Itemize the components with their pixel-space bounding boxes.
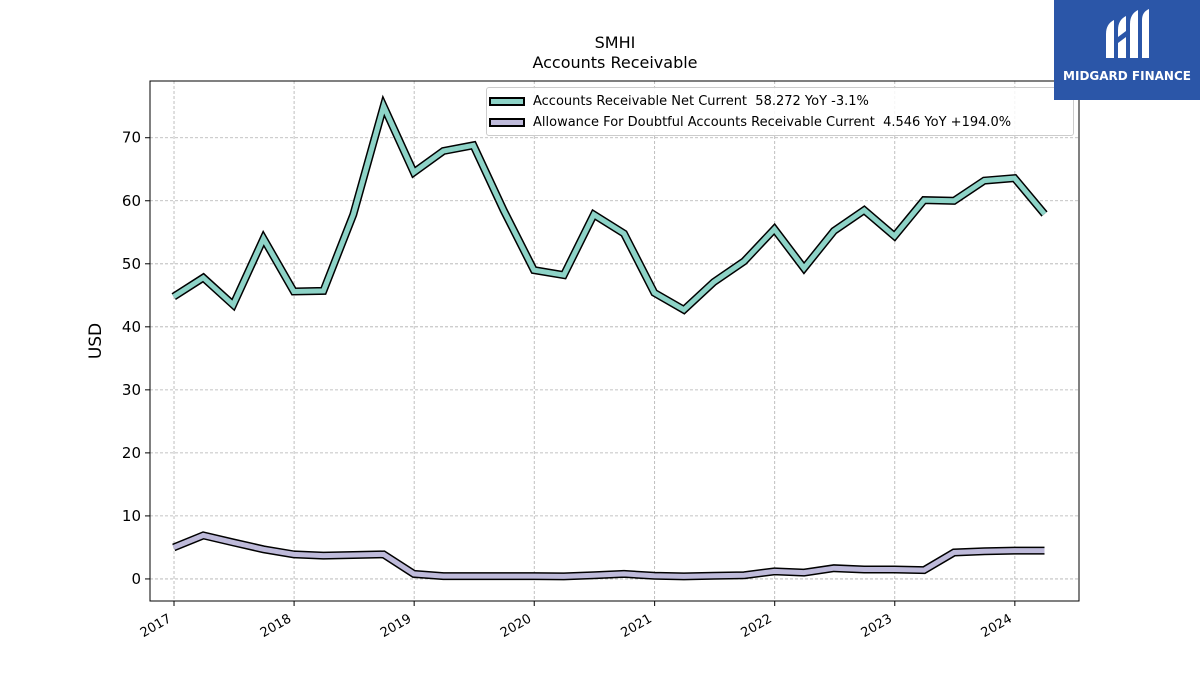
legend-item-net: Accounts Receivable Net Current 58.272 Y… — [487, 90, 869, 112]
y-tick-label: 50 — [122, 255, 141, 273]
y-tick-label: 0 — [131, 570, 141, 588]
chart-title: SMHI — [594, 33, 636, 52]
x-axis: 2017 2018 2019 2020 2021 2022 2023 2024 — [138, 601, 1016, 641]
y-tick-label: 40 — [122, 318, 141, 336]
plot-frame — [149, 80, 1080, 602]
legend-label-allowance: Allowance For Doubtful Accounts Receivab… — [533, 114, 1012, 130]
x-tick-label: 2022 — [739, 611, 775, 641]
grid-lines — [150, 81, 1079, 601]
brand-logo: MIDGARD FINANCE — [1054, 0, 1200, 100]
y-tick-label: 70 — [122, 129, 141, 147]
legend-swatch-net — [489, 96, 525, 106]
legend-swatch-allowance — [489, 117, 525, 127]
x-tick-label: 2019 — [378, 611, 414, 641]
x-tick-label: 2024 — [979, 611, 1015, 641]
legend-item-allowance: Allowance For Doubtful Accounts Receivab… — [487, 111, 1011, 133]
series-0-line — [172, 98, 1047, 313]
legend-label-net: Accounts Receivable Net Current 58.272 Y… — [533, 93, 869, 109]
y-tick-label: 20 — [122, 444, 141, 462]
series-1-line — [172, 532, 1045, 579]
x-tick-label: 2023 — [859, 611, 895, 641]
y-tick-label: 10 — [122, 507, 141, 525]
x-tick-label: 2020 — [498, 611, 534, 641]
y-axis-label: USD — [86, 323, 106, 359]
x-tick-label: 2017 — [138, 611, 174, 641]
midgard-logo-icon — [1106, 9, 1149, 58]
y-tick-label: 30 — [122, 381, 141, 399]
x-tick-label: 2021 — [618, 611, 654, 641]
y-axis: 0 10 20 30 40 50 60 70 — [122, 129, 150, 588]
series-0-outline — [171, 94, 1048, 315]
chart-subtitle: Accounts Receivable — [532, 53, 698, 72]
brand-name: MIDGARD FINANCE — [1063, 69, 1191, 83]
y-tick-label: 60 — [122, 192, 141, 210]
legend: Accounts Receivable Net Current 58.272 Y… — [486, 87, 1074, 136]
x-tick-label: 2018 — [258, 611, 294, 641]
series-layer — [171, 94, 1048, 581]
